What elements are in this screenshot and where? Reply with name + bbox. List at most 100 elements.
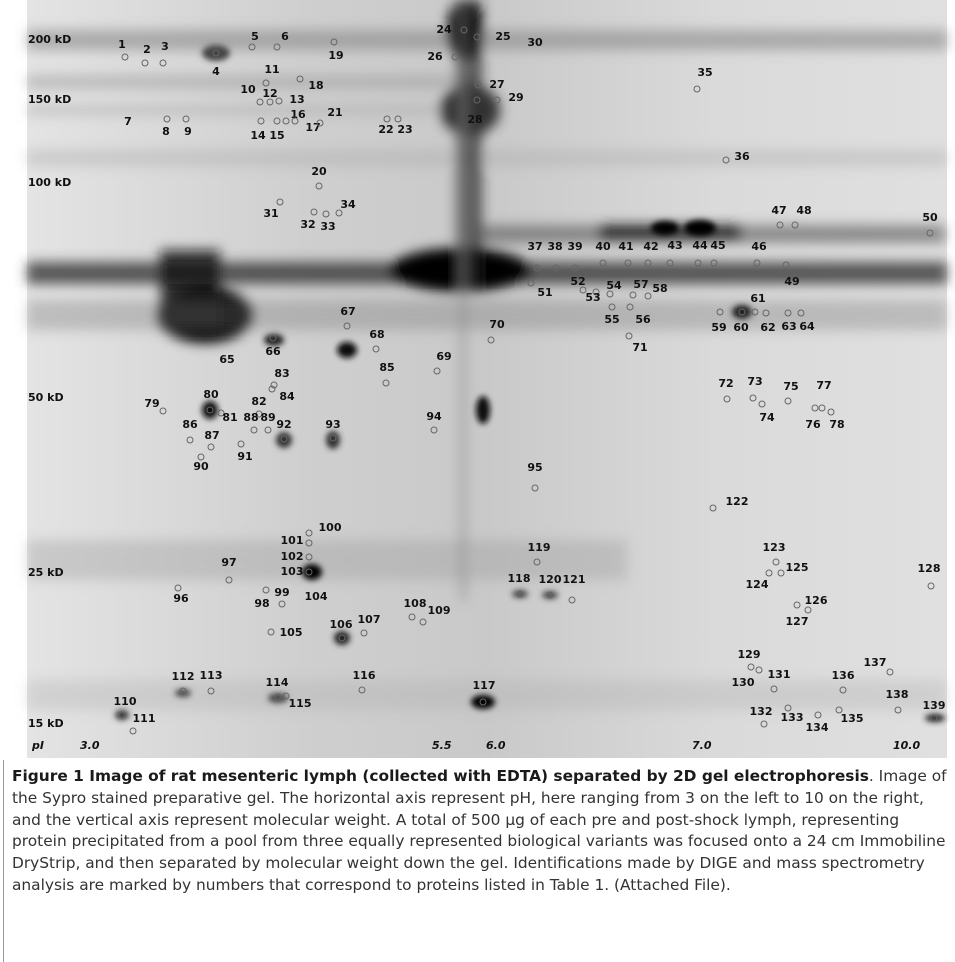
spot-label: 66 <box>265 345 281 358</box>
spot-label: 68 <box>369 328 384 341</box>
spot-label: 138 <box>886 688 909 701</box>
spot-label: 87 <box>204 429 219 442</box>
spot-label: 84 <box>279 390 295 403</box>
spot-label: 58 <box>652 282 667 295</box>
spot-label: 94 <box>426 410 442 423</box>
spot-label: 7 <box>124 115 132 128</box>
pi-label: 3.0 <box>80 739 100 752</box>
spot-label: 70 <box>489 318 505 331</box>
spot-label: 5 <box>251 30 259 43</box>
spot-label: 127 <box>786 615 809 628</box>
pi-label: 5.5 <box>432 739 452 752</box>
spot-label: 125 <box>786 561 809 574</box>
spot-label: 20 <box>311 165 327 178</box>
spot-label: 24 <box>436 23 452 36</box>
spot-label: 98 <box>254 597 269 610</box>
pi-label: 6.0 <box>486 739 506 752</box>
spot-label: 11 <box>264 63 279 76</box>
pi-axis-label: pI <box>31 739 44 752</box>
mw-label: 25 kD <box>28 566 64 579</box>
spot-label: 34 <box>340 198 356 211</box>
spot-label: 40 <box>595 240 611 253</box>
spot-label: 30 <box>527 36 543 49</box>
spot-label: 110 <box>114 695 137 708</box>
spot-label: 3 <box>161 40 169 53</box>
spot-label: 123 <box>763 541 786 554</box>
spot-label: 48 <box>796 204 811 217</box>
spot-label: 118 <box>508 572 531 585</box>
spot-label: 31 <box>263 207 278 220</box>
spot-label: 8 <box>162 125 170 138</box>
spot-label: 4 <box>212 65 220 78</box>
spot-label: 137 <box>864 656 887 669</box>
spot-label: 124 <box>746 578 769 591</box>
spot-label: 121 <box>563 573 586 586</box>
spot-label: 100 <box>319 521 342 534</box>
spot-label: 64 <box>799 320 815 333</box>
spot-label: 133 <box>781 711 804 724</box>
spot-label: 88 <box>243 411 258 424</box>
spot-label: 15 <box>269 129 284 142</box>
spot-label: 28 <box>467 113 482 126</box>
spot-label: 42 <box>643 240 658 253</box>
spot-label: 52 <box>570 275 585 288</box>
spot-label: 38 <box>547 240 562 253</box>
spot-label: 65 <box>219 353 234 366</box>
spot-label: 103 <box>281 565 304 578</box>
spot-label: 136 <box>832 669 855 682</box>
spot-label: 35 <box>697 66 712 79</box>
spot-label: 85 <box>379 361 394 374</box>
spot-label: 81 <box>222 411 237 424</box>
spot-label: 45 <box>710 239 725 252</box>
spot-label: 131 <box>768 668 791 681</box>
spot-label: 97 <box>221 556 236 569</box>
mw-label: 150 kD <box>28 93 71 106</box>
spot-label: 95 <box>527 461 542 474</box>
figure-caption: Figure 1 Image of rat mesenteric lymph (… <box>12 766 947 897</box>
spot-label: 37 <box>527 240 542 253</box>
spot-label: 139 <box>923 699 946 712</box>
pi-label: 10.0 <box>893 739 920 752</box>
spot-label: 46 <box>751 240 767 253</box>
spot-label: 55 <box>604 313 619 326</box>
pi-label: 7.0 <box>692 739 712 752</box>
spot-label: 80 <box>203 388 219 401</box>
spot-label: 27 <box>489 78 504 91</box>
spot-label: 86 <box>182 418 198 431</box>
spot-label: 73 <box>747 375 762 388</box>
spot-label: 106 <box>330 618 353 631</box>
mw-label: 100 kD <box>28 176 71 189</box>
spot-label: 22 <box>378 123 393 136</box>
spot-label: 120 <box>539 573 562 586</box>
spot-label: 44 <box>692 239 708 252</box>
spot-label: 132 <box>750 705 773 718</box>
spot-label: 126 <box>805 594 828 607</box>
spot-label: 92 <box>276 418 291 431</box>
spot-label: 43 <box>667 239 682 252</box>
mw-label: 50 kD <box>28 391 64 404</box>
spot-label: 112 <box>172 670 195 683</box>
spot-label: 71 <box>632 341 647 354</box>
spot-label: 91 <box>237 450 252 463</box>
spot-label: 29 <box>508 91 523 104</box>
spot-label: 79 <box>144 397 159 410</box>
spot-label: 114 <box>266 676 289 689</box>
spot-label: 119 <box>528 541 551 554</box>
spot-label: 23 <box>397 123 412 136</box>
spot-label: 47 <box>771 204 786 217</box>
spot-label: 51 <box>537 286 552 299</box>
spot-label: 129 <box>738 648 761 661</box>
spot-label: 18 <box>308 79 323 92</box>
mw-label: 200 kD <box>28 33 71 46</box>
spot-label: 56 <box>635 313 651 326</box>
spot-label: 50 <box>922 211 938 224</box>
spot-label: 116 <box>353 669 376 682</box>
spot-label: 13 <box>289 93 304 106</box>
spot-label: 111 <box>133 712 156 725</box>
spot-label: 78 <box>829 418 844 431</box>
spot-label: 104 <box>305 590 328 603</box>
spot-label: 102 <box>281 550 304 563</box>
spot-label: 67 <box>340 305 355 318</box>
spot-label: 53 <box>585 291 600 304</box>
